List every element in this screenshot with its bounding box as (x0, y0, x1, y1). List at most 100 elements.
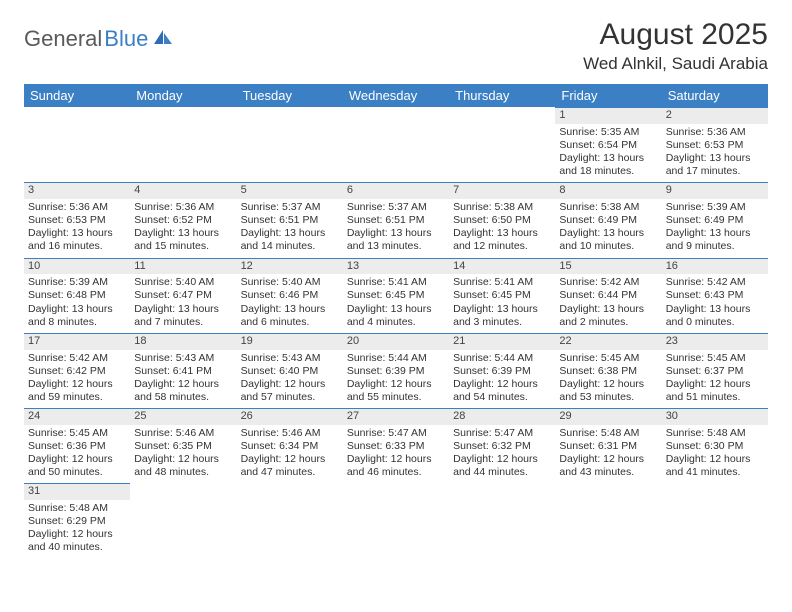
day-body: Sunrise: 5:45 AMSunset: 6:37 PMDaylight:… (662, 350, 768, 409)
sunrise-text: Sunrise: 5:43 AM (241, 352, 339, 365)
day-number: 17 (24, 333, 130, 350)
sunset-text: Sunset: 6:35 PM (134, 440, 232, 453)
daylight-text: Daylight: 12 hours and 51 minutes. (666, 378, 764, 404)
calendar-cell: 31Sunrise: 5:48 AMSunset: 6:29 PMDayligh… (24, 483, 130, 559)
day-body: Sunrise: 5:39 AMSunset: 6:49 PMDaylight:… (662, 199, 768, 258)
calendar-cell: 8Sunrise: 5:38 AMSunset: 6:49 PMDaylight… (555, 182, 661, 257)
sunset-text: Sunset: 6:49 PM (666, 214, 764, 227)
calendar-cell: 15Sunrise: 5:42 AMSunset: 6:44 PMDayligh… (555, 258, 661, 333)
calendar-row: 10Sunrise: 5:39 AMSunset: 6:48 PMDayligh… (24, 258, 768, 333)
sunrise-text: Sunrise: 5:40 AM (241, 276, 339, 289)
header: GeneralBlue August 2025 Wed Alnkil, Saud… (24, 18, 768, 74)
sunrise-text: Sunrise: 5:48 AM (28, 502, 126, 515)
daylight-text: Daylight: 13 hours and 0 minutes. (666, 303, 764, 329)
sunrise-text: Sunrise: 5:35 AM (559, 126, 657, 139)
sunset-text: Sunset: 6:30 PM (666, 440, 764, 453)
sunset-text: Sunset: 6:45 PM (347, 289, 445, 302)
logo-sail-icon (152, 28, 174, 51)
sunset-text: Sunset: 6:51 PM (347, 214, 445, 227)
calendar-row: 31Sunrise: 5:48 AMSunset: 6:29 PMDayligh… (24, 483, 768, 559)
logo: GeneralBlue (24, 26, 174, 52)
daylight-text: Daylight: 13 hours and 10 minutes. (559, 227, 657, 253)
sunrise-text: Sunrise: 5:46 AM (134, 427, 232, 440)
day-body: Sunrise: 5:36 AMSunset: 6:53 PMDaylight:… (24, 199, 130, 258)
sunrise-text: Sunrise: 5:45 AM (559, 352, 657, 365)
sunset-text: Sunset: 6:44 PM (559, 289, 657, 302)
day-number: 18 (130, 333, 236, 350)
weekday-header: Thursday (449, 84, 555, 107)
sunset-text: Sunset: 6:38 PM (559, 365, 657, 378)
weekday-header: Monday (130, 84, 236, 107)
day-body: Sunrise: 5:41 AMSunset: 6:45 PMDaylight:… (343, 274, 449, 333)
daylight-text: Daylight: 13 hours and 15 minutes. (134, 227, 232, 253)
calendar-cell: 29Sunrise: 5:48 AMSunset: 6:31 PMDayligh… (555, 408, 661, 483)
calendar-cell: 5Sunrise: 5:37 AMSunset: 6:51 PMDaylight… (237, 182, 343, 257)
sunset-text: Sunset: 6:54 PM (559, 139, 657, 152)
day-body: Sunrise: 5:40 AMSunset: 6:47 PMDaylight:… (130, 274, 236, 333)
day-body: Sunrise: 5:45 AMSunset: 6:38 PMDaylight:… (555, 350, 661, 409)
day-body: Sunrise: 5:46 AMSunset: 6:34 PMDaylight:… (237, 425, 343, 484)
calendar-cell: 24Sunrise: 5:45 AMSunset: 6:36 PMDayligh… (24, 408, 130, 483)
daylight-text: Daylight: 12 hours and 53 minutes. (559, 378, 657, 404)
sunset-text: Sunset: 6:39 PM (453, 365, 551, 378)
sunrise-text: Sunrise: 5:40 AM (134, 276, 232, 289)
daylight-text: Daylight: 13 hours and 8 minutes. (28, 303, 126, 329)
calendar-cell: 26Sunrise: 5:46 AMSunset: 6:34 PMDayligh… (237, 408, 343, 483)
day-number: 16 (662, 258, 768, 275)
day-body: Sunrise: 5:44 AMSunset: 6:39 PMDaylight:… (449, 350, 555, 409)
day-number: 8 (555, 182, 661, 199)
sunset-text: Sunset: 6:49 PM (559, 214, 657, 227)
sunset-text: Sunset: 6:53 PM (666, 139, 764, 152)
calendar-cell: 19Sunrise: 5:43 AMSunset: 6:40 PMDayligh… (237, 333, 343, 408)
sunrise-text: Sunrise: 5:44 AM (453, 352, 551, 365)
calendar-cell: 4Sunrise: 5:36 AMSunset: 6:52 PMDaylight… (130, 182, 236, 257)
weekday-header: Sunday (24, 84, 130, 107)
sunset-text: Sunset: 6:41 PM (134, 365, 232, 378)
daylight-text: Daylight: 13 hours and 9 minutes. (666, 227, 764, 253)
sunrise-text: Sunrise: 5:48 AM (666, 427, 764, 440)
day-number: 3 (24, 182, 130, 199)
sunrise-text: Sunrise: 5:36 AM (666, 126, 764, 139)
calendar-cell: 10Sunrise: 5:39 AMSunset: 6:48 PMDayligh… (24, 258, 130, 333)
sunrise-text: Sunrise: 5:39 AM (28, 276, 126, 289)
day-number: 27 (343, 408, 449, 425)
sunset-text: Sunset: 6:37 PM (666, 365, 764, 378)
sunrise-text: Sunrise: 5:36 AM (134, 201, 232, 214)
calendar-cell: 3Sunrise: 5:36 AMSunset: 6:53 PMDaylight… (24, 182, 130, 257)
daylight-text: Daylight: 12 hours and 41 minutes. (666, 453, 764, 479)
day-body: Sunrise: 5:40 AMSunset: 6:46 PMDaylight:… (237, 274, 343, 333)
day-body: Sunrise: 5:35 AMSunset: 6:54 PMDaylight:… (555, 124, 661, 183)
title-block: August 2025 Wed Alnkil, Saudi Arabia (583, 18, 768, 74)
day-number: 23 (662, 333, 768, 350)
sunset-text: Sunset: 6:47 PM (134, 289, 232, 302)
calendar-cell: 2Sunrise: 5:36 AMSunset: 6:53 PMDaylight… (662, 107, 768, 182)
day-number: 26 (237, 408, 343, 425)
calendar-cell (343, 107, 449, 182)
day-body: Sunrise: 5:46 AMSunset: 6:35 PMDaylight:… (130, 425, 236, 484)
day-number: 22 (555, 333, 661, 350)
daylight-text: Daylight: 12 hours and 54 minutes. (453, 378, 551, 404)
day-number: 10 (24, 258, 130, 275)
sunset-text: Sunset: 6:31 PM (559, 440, 657, 453)
calendar-cell: 20Sunrise: 5:44 AMSunset: 6:39 PMDayligh… (343, 333, 449, 408)
day-number: 24 (24, 408, 130, 425)
calendar-cell: 1Sunrise: 5:35 AMSunset: 6:54 PMDaylight… (555, 107, 661, 182)
calendar-cell: 30Sunrise: 5:48 AMSunset: 6:30 PMDayligh… (662, 408, 768, 483)
sunset-text: Sunset: 6:39 PM (347, 365, 445, 378)
daylight-text: Daylight: 13 hours and 14 minutes. (241, 227, 339, 253)
weekday-header: Wednesday (343, 84, 449, 107)
sunrise-text: Sunrise: 5:46 AM (241, 427, 339, 440)
calendar-cell (449, 483, 555, 559)
daylight-text: Daylight: 12 hours and 46 minutes. (347, 453, 445, 479)
sunset-text: Sunset: 6:46 PM (241, 289, 339, 302)
daylight-text: Daylight: 13 hours and 6 minutes. (241, 303, 339, 329)
day-number: 12 (237, 258, 343, 275)
calendar-row: 24Sunrise: 5:45 AMSunset: 6:36 PMDayligh… (24, 408, 768, 483)
sunrise-text: Sunrise: 5:42 AM (28, 352, 126, 365)
day-number: 25 (130, 408, 236, 425)
day-body: Sunrise: 5:37 AMSunset: 6:51 PMDaylight:… (343, 199, 449, 258)
sunset-text: Sunset: 6:33 PM (347, 440, 445, 453)
calendar-cell (24, 107, 130, 182)
sunrise-text: Sunrise: 5:48 AM (559, 427, 657, 440)
calendar-cell: 9Sunrise: 5:39 AMSunset: 6:49 PMDaylight… (662, 182, 768, 257)
